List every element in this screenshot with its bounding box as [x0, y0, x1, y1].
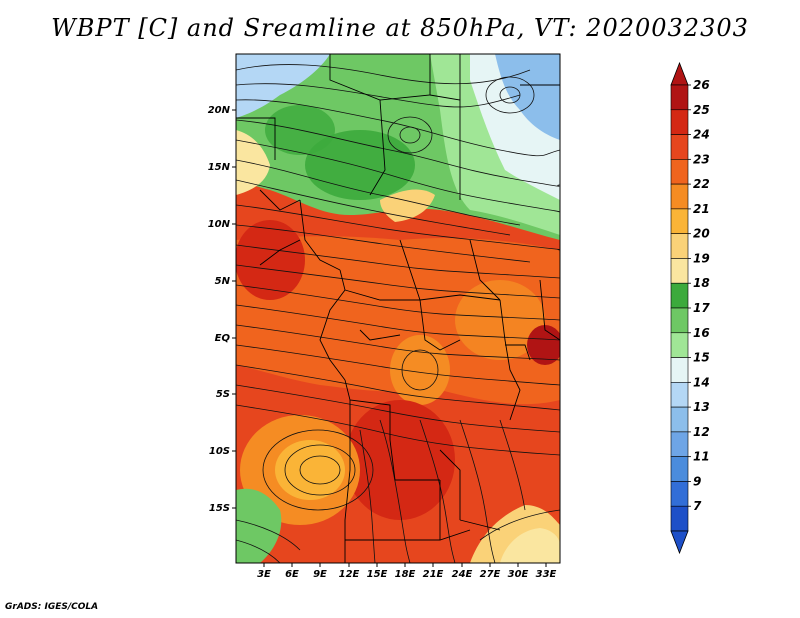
colorbar-swatch: [670, 505, 689, 532]
south-red-field: [345, 400, 455, 520]
colorbar-label: 17: [693, 301, 710, 315]
colorbar-swatch: [670, 282, 689, 309]
colorbar-swatch: [670, 406, 689, 433]
lon-label-9e: 9E: [313, 569, 327, 580]
lon-label-12e: 12E: [339, 569, 360, 580]
colorbar-swatch: [670, 481, 689, 507]
colorbar-swatch: [670, 208, 689, 234]
colorbar-swatch: [670, 456, 689, 482]
colorbar-label: 19: [693, 251, 710, 265]
equatorial-orange-field: [236, 236, 560, 405]
colorbar-top-arrow: [670, 61, 689, 86]
west-yellow-field: [236, 130, 270, 195]
colorbar-swatch: [670, 109, 689, 135]
colorbar-label: 22: [693, 177, 710, 191]
footer-credit: GrADS: IGES/COLA: [5, 602, 99, 612]
colorbar-swatch: [670, 159, 689, 185]
colorbar-swatch: [670, 134, 689, 160]
northwest-blue-field: [236, 54, 330, 118]
colorbar-label: 9: [693, 474, 701, 488]
colorbar-label: 7: [693, 499, 702, 513]
lat-label-5s: 5S: [216, 389, 230, 400]
lon-label-6e: 6E: [285, 569, 299, 580]
sahel-dark-green: [305, 130, 415, 200]
colorbar-label: 12: [693, 425, 710, 439]
lat-label-20n: 20N: [208, 105, 231, 116]
streamlines: [236, 64, 560, 563]
colorbar-label: 23: [693, 152, 710, 166]
colorbar: 26 25 24 23 22 21 20 19 18 17 16 15 14 13 12 11 9 7: [670, 61, 710, 555]
colorbar-bottom-arrow: [670, 530, 689, 555]
lat-label-eq: EQ: [215, 333, 231, 344]
colorbar-swatch: [670, 233, 689, 259]
colorbar-label: 16: [693, 326, 710, 340]
colorbar-label: 24: [693, 128, 710, 142]
lat-label-15n: 15N: [208, 162, 231, 173]
colorbar-swatch: [670, 357, 689, 383]
lat-label-15s: 15S: [209, 503, 230, 514]
colorbar-swatch: [670, 382, 689, 408]
lat-label-10n: 10N: [208, 219, 231, 230]
colorbar-label: 11: [693, 450, 710, 464]
colorbar-label: 15: [693, 351, 710, 365]
lon-label-30e: 30E: [508, 569, 529, 580]
colorbar-label: 21: [693, 202, 710, 216]
lon-label-15e: 15E: [367, 569, 388, 580]
lon-label-24e: 24E: [452, 569, 473, 580]
colorbar-label: 20: [693, 227, 710, 241]
lat-label-5n: 5N: [215, 276, 231, 287]
colorbar-swatch: [670, 332, 689, 358]
lon-label-33e: 33E: [536, 569, 557, 580]
map-title: WBPT [C] and Sreamline at 850hPa, VT: 20…: [51, 14, 749, 42]
colorbar-swatch: [670, 258, 689, 284]
country-borders: [236, 54, 560, 563]
colorbar-label: 18: [693, 276, 710, 290]
colorbar-swatch: [670, 431, 689, 457]
east-orange-field: [455, 280, 545, 360]
map-frame: [235, 53, 561, 564]
lon-label-18e: 18E: [395, 569, 416, 580]
longitude-labels: 3E 6E 9E 12E 15E 18E 21E 24E 27E 30E 33E: [257, 569, 556, 580]
colorbar-swatch: [670, 307, 689, 334]
colorbar-swatch: [670, 183, 689, 210]
longitude-ticks: [263, 563, 547, 567]
lon-label-27e: 27E: [480, 569, 501, 580]
lat-label-10s: 10S: [209, 446, 230, 457]
southwest-amber-field: [275, 440, 345, 500]
latitude-labels: 20N 15N 10N 5N EQ 5S 10S 15S: [208, 105, 231, 514]
latitude-ticks: [232, 109, 236, 509]
map-panel: [236, 54, 560, 563]
congo-amber-field: [390, 335, 450, 405]
colorbar-label: 13: [693, 400, 710, 414]
colorbar-label: 26: [693, 78, 710, 92]
west-red-field: [236, 220, 305, 300]
colorbar-label: 25: [693, 103, 710, 117]
northeast-blue-field: [495, 54, 560, 140]
southeast-amber-field: [500, 528, 560, 563]
colorbar-swatch: [670, 84, 689, 111]
lon-label-3e: 3E: [257, 569, 271, 580]
colorbar-label: 14: [693, 375, 710, 389]
lon-label-21e: 21E: [423, 569, 444, 580]
